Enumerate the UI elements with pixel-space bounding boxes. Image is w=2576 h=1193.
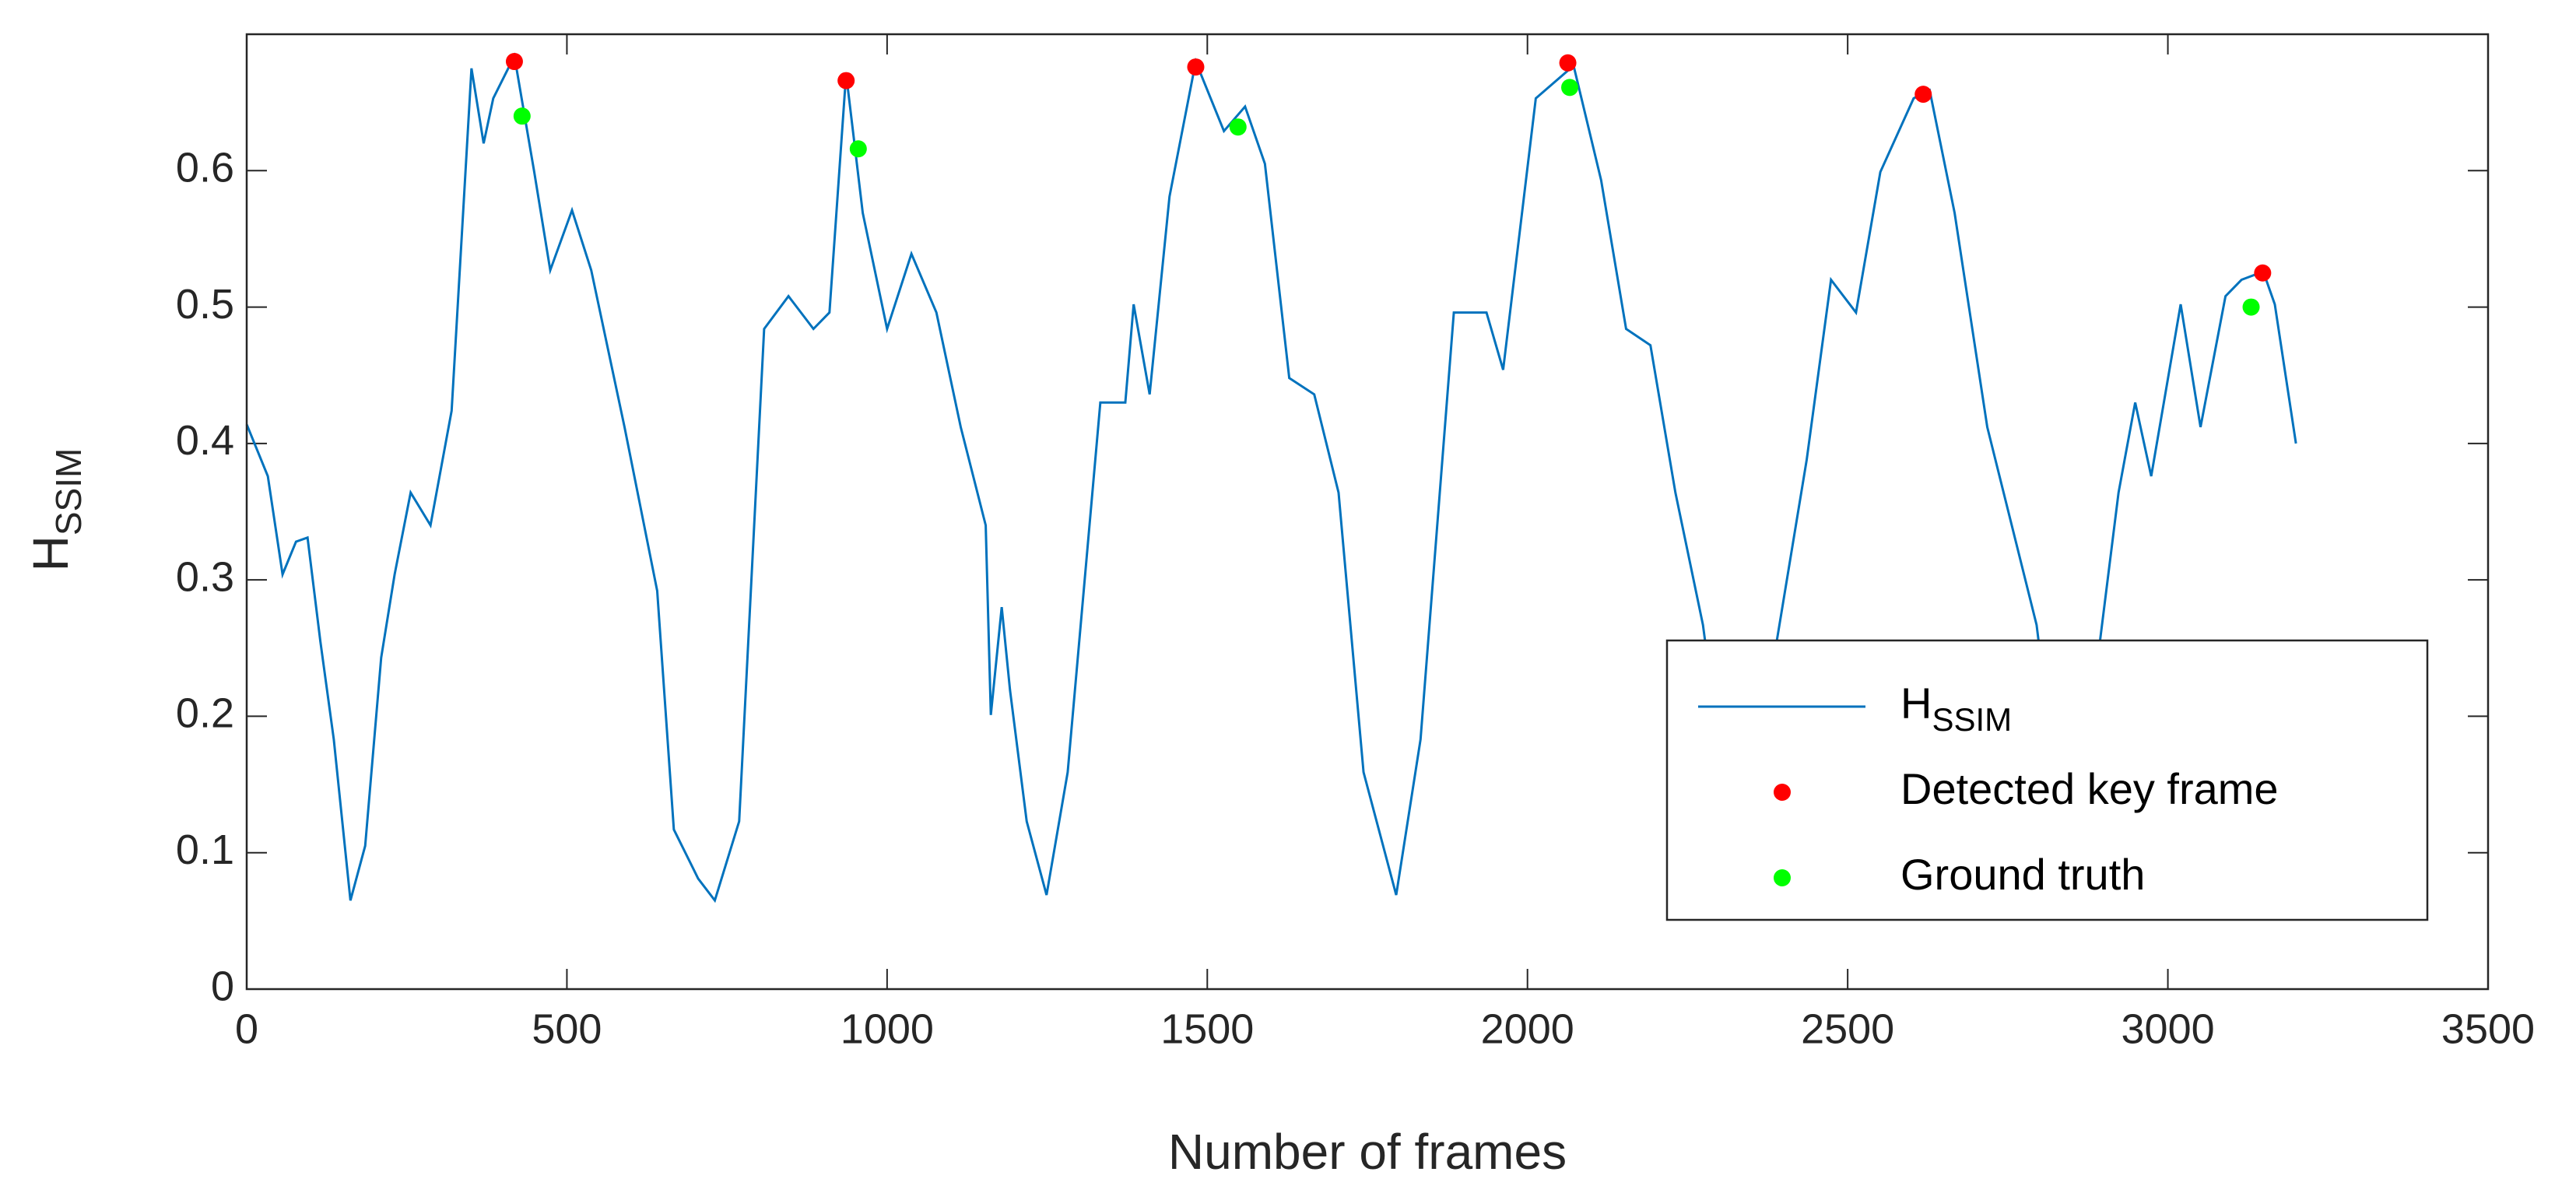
data-point	[2242, 298, 2260, 316]
x-tick-label: 3000	[2122, 1005, 2215, 1052]
data-point	[837, 72, 855, 89]
x-tick-label: 1000	[841, 1005, 934, 1052]
legend-label: HSSIM	[1900, 679, 2012, 738]
data-point	[1229, 118, 1247, 136]
legend: HSSIM Detected key frame Ground truth	[1665, 639, 2429, 921]
legend-label-main: H	[1900, 679, 1932, 728]
legend-label-main: Ground truth	[1900, 850, 2145, 899]
y-axis-label: HSSIM	[23, 448, 89, 572]
y-axis-label-main: H	[23, 535, 79, 571]
data-point	[1187, 58, 1205, 76]
data-point	[849, 140, 867, 158]
legend-label: Ground truth	[1900, 850, 2145, 899]
legend-label-sub: SSIM	[1932, 701, 2012, 738]
axes-box	[245, 33, 2490, 991]
data-point	[513, 107, 531, 125]
y-tick-label: 0.5	[176, 281, 234, 328]
legend-box	[1665, 639, 2429, 921]
y-axis-label-sub: SSIM	[48, 448, 89, 535]
x-axis-label: Number of frames	[1168, 1124, 1567, 1180]
y-tick-label: 0.4	[176, 417, 234, 464]
data-point	[1559, 54, 1577, 72]
y-tick-label: 0.3	[176, 553, 234, 600]
legend-label: Detected key frame	[1900, 764, 2279, 813]
y-tick-label: 0.1	[176, 826, 234, 873]
x-tick-label: 2000	[1481, 1005, 1574, 1052]
y-tick-label: 0	[211, 963, 234, 1009]
data-point	[1561, 79, 1579, 96]
x-tick-label: 1500	[1160, 1005, 1254, 1052]
x-tick-label: 2500	[1801, 1005, 1894, 1052]
x-tick-label: 3500	[2441, 1005, 2535, 1052]
y-tick-label: 0.6	[176, 145, 234, 191]
x-tick-label: 0	[235, 1005, 258, 1052]
legend-swatch	[1774, 869, 1791, 886]
data-point	[505, 53, 523, 71]
y-tick-label: 0.2	[176, 690, 234, 737]
x-tick-label: 500	[532, 1005, 602, 1052]
data-line	[245, 52, 2297, 904]
legend-swatch	[1774, 784, 1791, 801]
legend-label-main: Detected key frame	[1900, 764, 2279, 813]
data-point	[2254, 264, 2272, 282]
data-point	[1914, 86, 1932, 104]
